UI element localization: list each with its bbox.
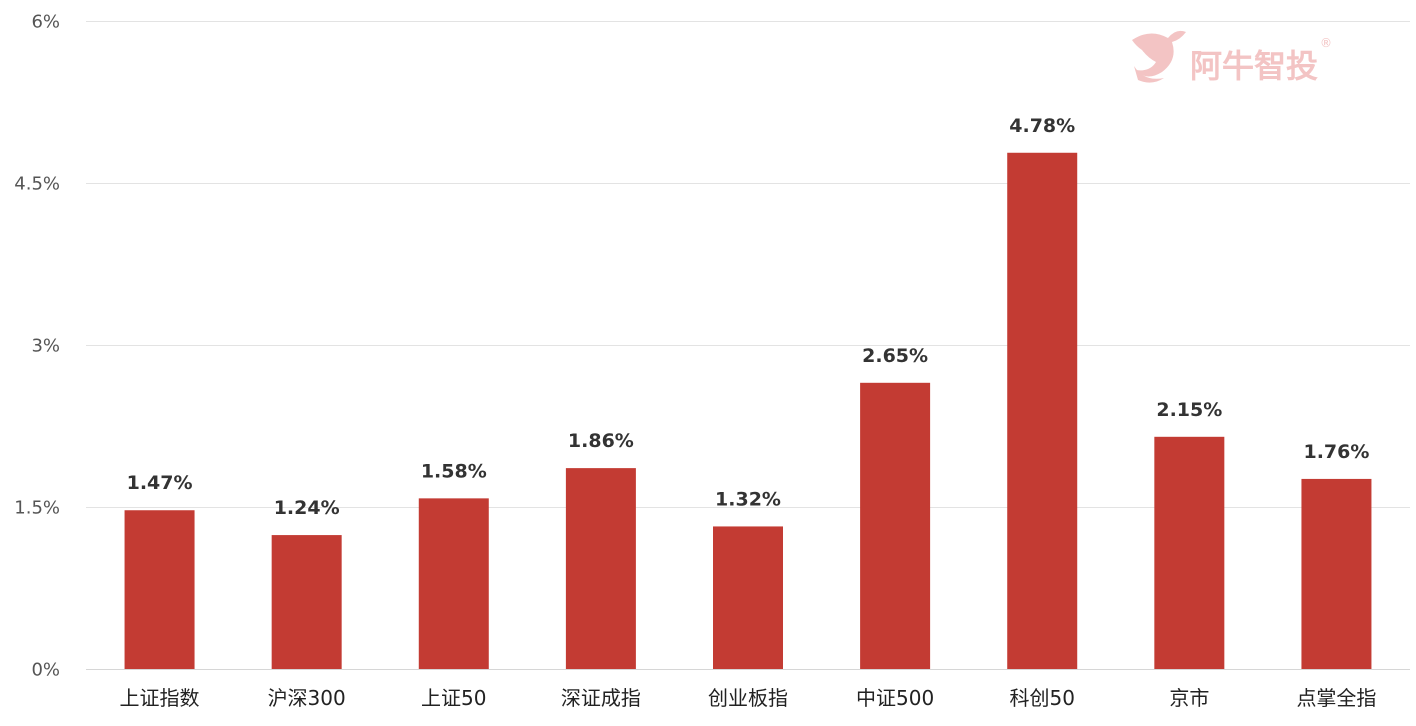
- x-tick-label: 上证指数: [120, 686, 200, 710]
- bars: [124, 152, 1372, 669]
- y-tick-label: 1.5%: [14, 498, 60, 519]
- bar: [565, 468, 636, 669]
- data-label: 2.15%: [1156, 399, 1222, 421]
- data-label: 2.65%: [862, 345, 928, 367]
- x-tick-label: 上证50: [421, 686, 486, 710]
- x-tick-label: 沪深300: [268, 686, 346, 710]
- x-axis-tick-labels: 上证指数 沪深300 上证50 深证成指 创业板指 中证500 科创50 京市 点掌全指: [120, 686, 1377, 710]
- x-tick-label: 创业板指: [708, 686, 788, 710]
- x-tick-label: 京市: [1169, 686, 1209, 710]
- watermark-text: 阿牛智投: [1190, 47, 1318, 85]
- data-label: 1.47%: [127, 472, 193, 494]
- bar: [418, 498, 489, 669]
- y-tick-label: 3%: [31, 336, 60, 357]
- bar: [1301, 478, 1372, 669]
- registered-mark: ®: [1320, 36, 1332, 50]
- x-tick-label: 科创50: [1009, 686, 1074, 710]
- bar: [271, 535, 342, 669]
- bar: [1154, 436, 1225, 669]
- y-tick-label: 4.5%: [14, 174, 60, 195]
- y-tick-label: 0%: [31, 660, 60, 681]
- data-label: 4.78%: [1009, 115, 1075, 137]
- x-tick-label: 中证500: [856, 686, 934, 710]
- bar: [124, 510, 195, 669]
- x-tick-label: 点掌全指: [1296, 686, 1376, 710]
- data-label: 1.24%: [274, 497, 340, 519]
- bar: [1007, 152, 1078, 669]
- data-label: 1.76%: [1303, 441, 1369, 463]
- data-label: 1.32%: [715, 488, 781, 510]
- bull-logo-icon: [1132, 30, 1186, 83]
- data-label: 1.58%: [421, 460, 487, 482]
- bar: [713, 526, 783, 669]
- data-labels: 1.47% 1.24% 1.58% 1.86% 1.32% 2.65% 4.78% 2.15%…: [127, 115, 1370, 519]
- data-label: 1.86%: [568, 430, 634, 452]
- bar: [860, 382, 931, 669]
- y-axis-tick-labels: 0% 1.5% 3% 4.5% 6%: [14, 12, 60, 681]
- watermark: 阿牛智投 ®: [1132, 30, 1332, 85]
- y-tick-label: 6%: [31, 12, 60, 33]
- x-tick-label: 深证成指: [561, 686, 641, 710]
